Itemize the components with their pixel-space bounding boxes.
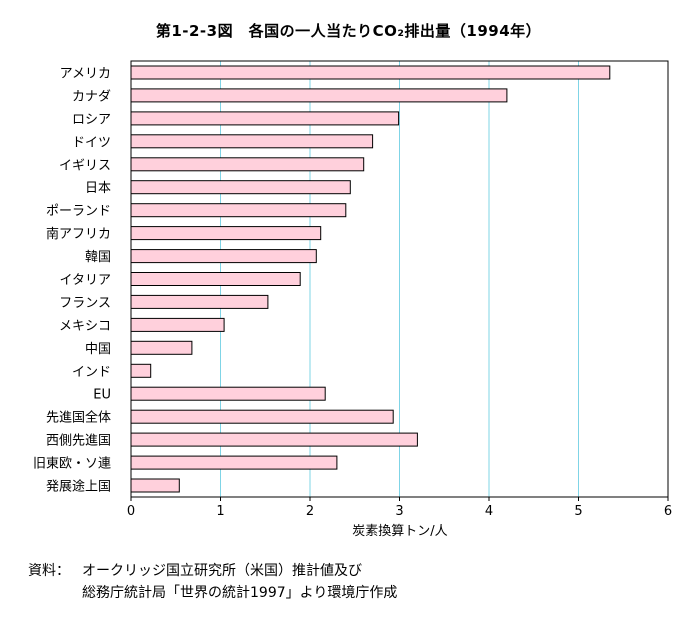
chart-title: 第1-2-3図 各国の一人当たりCO₂排出量（1994年） [155, 22, 542, 40]
category-label: イギリス [59, 158, 111, 173]
tick-label: 0 [127, 504, 135, 519]
tick-label: 5 [574, 504, 582, 519]
bar [130, 180, 351, 195]
category-label: 旧東欧・ソ連 [33, 456, 111, 472]
axes [130, 60, 669, 501]
tick-labels: 0 1 2 3 4 5 6 [127, 504, 672, 519]
category-label: 先進国全体 [46, 410, 111, 426]
bar [130, 340, 193, 355]
source-label: 資料： [28, 563, 70, 579]
category-label: 西側先進国 [46, 434, 111, 449]
bars [130, 65, 611, 493]
bar [130, 157, 365, 172]
category-labels: アメリカカナダロシアドイツイギリス日本ポーランド南アフリカ韓国イタリアフランスメ… [33, 67, 111, 495]
category-label: メキシコ [59, 319, 111, 334]
category-label: アメリカ [60, 67, 111, 82]
bar [130, 249, 317, 264]
bar [130, 111, 400, 126]
tick-label: 3 [395, 504, 403, 519]
category-label: フランス [59, 296, 111, 311]
category-label: 中国 [85, 342, 111, 357]
tick-label: 1 [216, 504, 224, 519]
tick-label: 6 [664, 504, 672, 519]
source-line-2: 総務庁統計局「世界の統計1997」より環境庁作成 [82, 585, 398, 601]
category-label: 発展途上国 [46, 479, 111, 495]
bar [130, 455, 338, 470]
category-label: 南アフリカ [46, 226, 111, 242]
tick-label: 4 [485, 504, 493, 519]
category-label: ロシア [72, 112, 111, 127]
tick-label: 2 [306, 504, 314, 519]
bar [130, 386, 326, 401]
bar [130, 88, 508, 103]
bar [130, 478, 180, 493]
category-label: インド [72, 365, 111, 380]
bar [130, 272, 301, 286]
category-label: 日本 [85, 181, 111, 196]
category-label: イタリア [60, 273, 111, 288]
source-line-1: オークリッジ国立研究所（米国）推計値及び [82, 563, 362, 579]
category-label: 韓国 [85, 250, 111, 265]
category-label: ドイツ [72, 135, 111, 150]
bar [130, 134, 374, 149]
bar [130, 65, 611, 80]
bar [130, 317, 225, 332]
category-label: ポーランド [46, 204, 111, 219]
bar [130, 363, 152, 378]
bar [130, 432, 418, 447]
bar [130, 409, 394, 424]
source-note: 資料： オークリッジ国立研究所（米国）推計値及び 総務庁統計局「世界の統計1997… [28, 560, 397, 604]
category-label: カナダ [72, 89, 111, 104]
bar [130, 294, 269, 309]
x-axis-label: 炭素換算トン/人 [352, 524, 447, 539]
category-label: EU [93, 388, 111, 403]
bar [130, 203, 347, 218]
bar [130, 226, 322, 241]
